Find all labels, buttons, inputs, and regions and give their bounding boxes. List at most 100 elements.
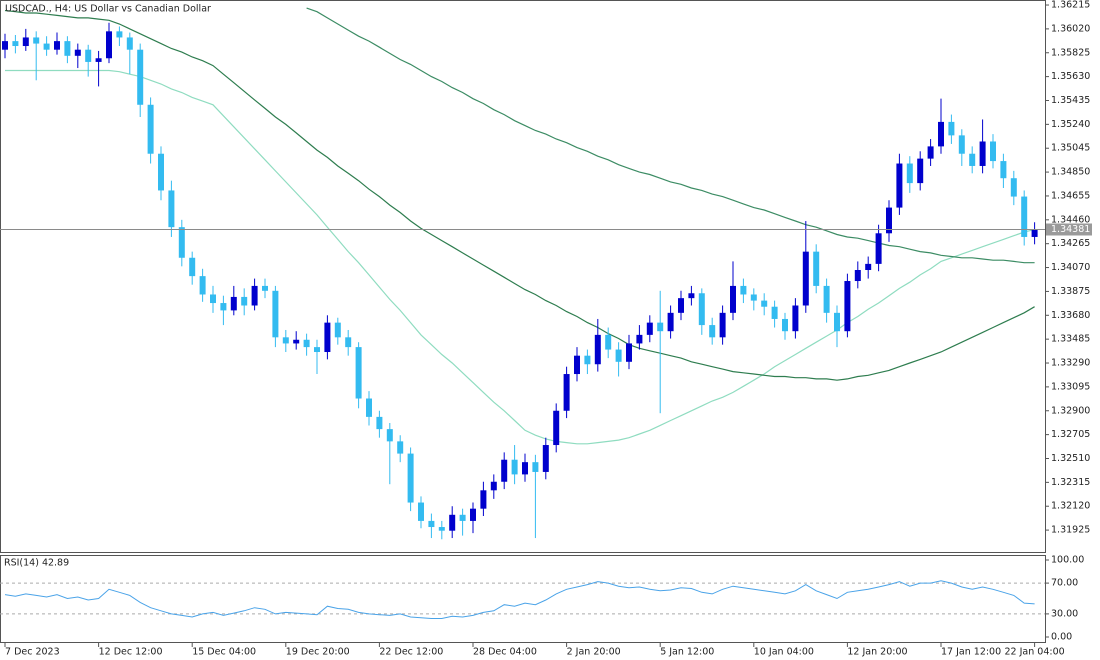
current-price-box <box>1046 223 1092 236</box>
y-tick-label: 1.33680 <box>1051 310 1090 321</box>
candle-body <box>355 347 362 399</box>
y-tick-label: 1.33485 <box>1051 334 1090 345</box>
candle-body <box>251 285 258 306</box>
candle-body <box>979 141 986 166</box>
candle-body <box>303 339 310 348</box>
candle-body <box>990 141 996 162</box>
y-tick-label: 1.33095 <box>1051 381 1090 392</box>
candle-body <box>605 334 612 350</box>
candle-body <box>106 31 112 59</box>
y-tick-label: 1.34070 <box>1051 262 1090 273</box>
current-price-label: 1.34381 <box>1051 224 1090 235</box>
candle-body <box>906 163 913 184</box>
candle-body <box>657 322 664 332</box>
candle-body <box>366 398 372 417</box>
y-tick-label: 1.32510 <box>1051 453 1090 464</box>
y-tick-label: 70.00 <box>1051 578 1078 589</box>
candle-body <box>792 305 799 332</box>
y-tick-label: 1.35630 <box>1051 71 1090 82</box>
candle-body <box>168 190 175 228</box>
candle-body <box>407 453 414 503</box>
candle-body <box>802 251 809 306</box>
candle-body <box>116 31 123 38</box>
candle-body <box>470 508 476 521</box>
candle-body <box>626 343 632 362</box>
candle-body <box>397 441 404 454</box>
candle-body <box>594 334 601 365</box>
candle-body <box>615 349 622 362</box>
candle-body <box>646 322 653 335</box>
candle-body <box>241 296 248 306</box>
candle-body <box>386 429 393 442</box>
y-tick-label: 1.34655 <box>1051 190 1090 201</box>
candle-body <box>137 49 144 105</box>
candle-body <box>220 303 227 311</box>
candle-body <box>958 135 965 154</box>
candle-body <box>282 337 289 344</box>
moving-average <box>306 7 1035 264</box>
candle-body <box>54 41 60 50</box>
y-tick-label: 1.36020 <box>1051 23 1090 34</box>
candle-body <box>147 104 154 154</box>
plot-layer <box>2 7 1038 540</box>
candle-body <box>314 347 320 353</box>
y-tick-label: 1.34850 <box>1051 167 1090 178</box>
candle-body <box>636 334 643 344</box>
y-tick-label: 0.00 <box>1051 632 1072 643</box>
candle-body <box>324 322 331 353</box>
candle-body <box>667 312 674 332</box>
x-tick-label: 22 Jan 04:00 <box>1005 647 1065 658</box>
candle-body <box>917 158 924 184</box>
candle-body <box>719 312 726 338</box>
candle-body <box>438 527 445 531</box>
candle-body <box>418 502 424 521</box>
y-tick-label: 1.35045 <box>1051 143 1090 154</box>
candle-body <box>501 459 508 482</box>
candle-body <box>834 312 840 332</box>
candle-body <box>158 153 164 191</box>
candle-body <box>85 49 92 62</box>
candle-body <box>345 337 352 348</box>
candle-body <box>542 445 549 472</box>
y-tick-label: 1.32120 <box>1051 501 1090 512</box>
candle-body <box>12 41 19 47</box>
y-tick-label: 1.35825 <box>1051 47 1090 58</box>
candle-body <box>22 37 29 47</box>
candle-body <box>823 285 830 313</box>
candle-body <box>750 294 757 301</box>
y-tick-label: 30.00 <box>1051 608 1078 619</box>
candle-body <box>459 514 466 521</box>
x-tick-label: 19 Dec 20:00 <box>286 647 350 658</box>
x-tick-label: 10 Jan 04:00 <box>754 647 814 658</box>
candle-body <box>272 290 279 338</box>
y-tick-label: 1.35240 <box>1051 119 1090 130</box>
candle-body <box>1031 229 1038 237</box>
x-tick-label: 17 Jan 12:00 <box>941 647 1001 658</box>
y-tick-label: 1.32900 <box>1051 405 1090 416</box>
candle-body <box>553 410 560 446</box>
candle-body <box>896 163 903 208</box>
candle-body <box>875 233 882 264</box>
candle-body <box>688 293 695 299</box>
candle-body <box>813 251 820 286</box>
candle-body <box>938 121 944 147</box>
y-tick-label: 1.35435 <box>1051 95 1090 106</box>
chart-title: USDCAD., H4: US Dollar vs Canadian Dolla… <box>5 4 211 15</box>
candle-body <box>698 293 705 326</box>
candle-body <box>969 153 976 166</box>
candle-body <box>376 416 383 430</box>
candle-body <box>2 41 8 50</box>
x-tick-label: 5 Jan 12:00 <box>660 647 714 658</box>
candle-body <box>511 459 518 475</box>
candle-body <box>449 514 456 531</box>
y-tick-label: 1.36215 <box>1051 0 1090 11</box>
y-tick-label: 1.32315 <box>1051 477 1090 488</box>
candle-body <box>886 207 892 234</box>
x-tick-label: 2 Jan 20:00 <box>567 647 621 658</box>
candle-body <box>95 58 102 62</box>
x-tick-label: 28 Dec 04:00 <box>473 647 537 658</box>
candle-body <box>1000 161 1007 179</box>
candle-body <box>782 318 788 332</box>
